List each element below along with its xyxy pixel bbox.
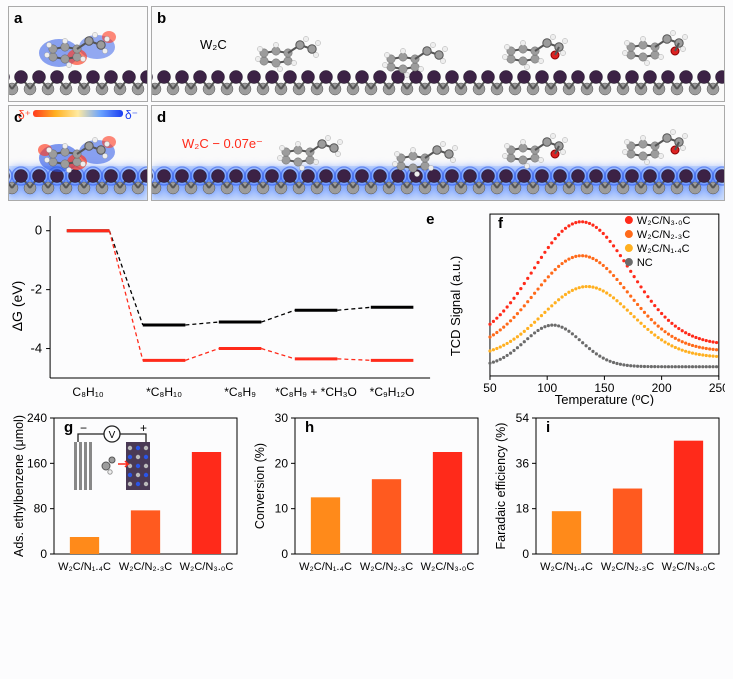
svg-text:240: 240 bbox=[27, 411, 47, 425]
mol-d3 bbox=[497, 128, 587, 170]
mol-d1 bbox=[272, 130, 362, 172]
svg-text:W₂C/N₁.₄C: W₂C/N₁.₄C bbox=[299, 561, 352, 573]
svg-text:W₂C/N₁.₄C: W₂C/N₁.₄C bbox=[637, 243, 690, 255]
svg-text:−: − bbox=[80, 421, 87, 435]
panel-f: 50100150200250Temperature (ºC)TCD Signal… bbox=[446, 206, 725, 406]
panel-a: a bbox=[8, 6, 148, 102]
svg-text:W₂C/N₁.₄C: W₂C/N₁.₄C bbox=[540, 561, 593, 573]
molecule-a-atoms bbox=[39, 27, 129, 69]
svg-text:20: 20 bbox=[275, 456, 289, 470]
svg-text:e: e bbox=[426, 211, 434, 228]
panel-a-label: a bbox=[14, 10, 22, 27]
svg-text:0: 0 bbox=[35, 223, 42, 238]
panel-g: 0 80 160 240Ads. ethylbenzene (μmol) W₂C/N₁.… bbox=[8, 410, 243, 580]
svg-text:0: 0 bbox=[281, 547, 288, 561]
svg-text:i: i bbox=[546, 419, 550, 436]
panel-h: 0 10 20 30 Conversion (%) W₂C/N₁.₄C W₂C/N₂.₃C W… bbox=[249, 410, 484, 580]
energy-diagram: 0 -2 -4 ΔG (eV) C₈H₁₀ *C₈H₁₀ *C₈H₉ *C₈H₉ + *CH₃… bbox=[8, 206, 440, 406]
svg-text:80: 80 bbox=[34, 502, 48, 516]
panel-b-text: W₂C bbox=[200, 37, 227, 52]
svg-text:*C₈H₉: *C₈H₉ bbox=[224, 385, 256, 399]
panel-d-text: W₂C − 0.07e⁻ bbox=[182, 136, 263, 152]
mol-b4 bbox=[617, 25, 707, 67]
svg-text:50: 50 bbox=[483, 381, 497, 395]
svg-text:W₂C/N₂.₃C: W₂C/N₂.₃C bbox=[601, 561, 654, 573]
colorbar: δ⁺ δ⁻ bbox=[33, 110, 123, 121]
svg-text:250: 250 bbox=[709, 381, 725, 395]
svg-text:C₈H₁₀: C₈H₁₀ bbox=[72, 385, 103, 399]
mol-d4 bbox=[617, 124, 707, 166]
panel-e: 0 -2 -4 ΔG (eV) C₈H₁₀ *C₈H₁₀ *C₈H₉ *C₈H₉ + *CH₃… bbox=[8, 206, 440, 406]
svg-text:W₂C/N₂.₃C: W₂C/N₂.₃C bbox=[637, 229, 690, 241]
svg-text:10: 10 bbox=[275, 502, 289, 516]
panel-d-label: d bbox=[157, 109, 166, 126]
svg-text:-2: -2 bbox=[31, 282, 43, 297]
bar-chart-h: 0 10 20 30 Conversion (%) W₂C/N₁.₄C W₂C/N₂.₃C W… bbox=[249, 410, 484, 580]
svg-text:Temperature (ºC): Temperature (ºC) bbox=[555, 392, 654, 406]
mol-b1 bbox=[250, 31, 340, 73]
svg-text:W₂C/N₃.₀C: W₂C/N₃.₀C bbox=[180, 561, 234, 573]
panel-c: c δ⁺ δ⁻ bbox=[8, 105, 148, 201]
svg-text:W₂C/N₃.₀C: W₂C/N₃.₀C bbox=[662, 561, 716, 573]
svg-text:36: 36 bbox=[516, 456, 530, 470]
svg-text:f: f bbox=[498, 215, 504, 232]
panel-c-label: c bbox=[14, 109, 22, 126]
molecule-c-atoms bbox=[39, 132, 129, 174]
svg-text:Faradaic efficiency (%): Faradaic efficiency (%) bbox=[494, 423, 508, 550]
bar-chart-i: 0 18 36 54 Faradaic efficiency (%) W₂C/N₁.₄C W… bbox=[490, 410, 725, 580]
svg-text:*C₈H₉ + *CH₃O: *C₈H₉ + *CH₃O bbox=[275, 385, 357, 399]
svg-text:TCD Signal (a.u.): TCD Signal (a.u.) bbox=[448, 256, 463, 356]
svg-text:-4: -4 bbox=[31, 341, 43, 356]
svg-text:Ads. ethylbenzene (μmol): Ads. ethylbenzene (μmol) bbox=[12, 415, 26, 557]
svg-text:160: 160 bbox=[27, 456, 47, 470]
svg-text:*C₉H₁₂O: *C₉H₁₂O bbox=[370, 385, 415, 399]
panel-b-label: b bbox=[157, 10, 166, 27]
mol-d2 bbox=[387, 136, 477, 178]
panel-d: d W₂C − 0.07e⁻ bbox=[151, 105, 725, 201]
svg-text:W₂C/N₃.₀C: W₂C/N₃.₀C bbox=[421, 561, 475, 573]
svg-text:0: 0 bbox=[40, 547, 47, 561]
svg-text:h: h bbox=[305, 419, 314, 436]
svg-text:0: 0 bbox=[522, 547, 529, 561]
svg-text:54: 54 bbox=[516, 411, 530, 425]
svg-text:Conversion (%): Conversion (%) bbox=[253, 443, 267, 529]
svg-text:ΔG (eV): ΔG (eV) bbox=[9, 281, 25, 332]
svg-text:30: 30 bbox=[275, 411, 289, 425]
panel-b: b W₂C bbox=[151, 6, 725, 102]
mol-b3 bbox=[497, 29, 587, 71]
svg-text:W₂C/N₂.₃C: W₂C/N₂.₃C bbox=[119, 561, 172, 573]
panel-i: 0 18 36 54 Faradaic efficiency (%) W₂C/N₁.₄C W… bbox=[490, 410, 725, 580]
svg-text:18: 18 bbox=[516, 502, 530, 516]
svg-text:V: V bbox=[109, 430, 116, 441]
svg-text:200: 200 bbox=[652, 381, 672, 395]
svg-text:*C₈H₁₀: *C₈H₁₀ bbox=[146, 385, 182, 399]
tpd-plot: 50100150200250Temperature (ºC)TCD Signal… bbox=[446, 206, 725, 406]
bar-chart-g: 0 80 160 240Ads. ethylbenzene (μmol) W₂C/N₁.… bbox=[8, 410, 243, 580]
svg-text:W₂C/N₂.₃C: W₂C/N₂.₃C bbox=[360, 561, 413, 573]
svg-text:W₂C/N₁.₄C: W₂C/N₁.₄C bbox=[58, 561, 111, 573]
mol-b2 bbox=[377, 37, 467, 79]
svg-text:NC: NC bbox=[637, 257, 653, 269]
svg-text:g: g bbox=[64, 419, 73, 436]
svg-text:W₂C/N₃.₀C: W₂C/N₃.₀C bbox=[637, 215, 691, 227]
svg-text:+: + bbox=[140, 421, 147, 435]
